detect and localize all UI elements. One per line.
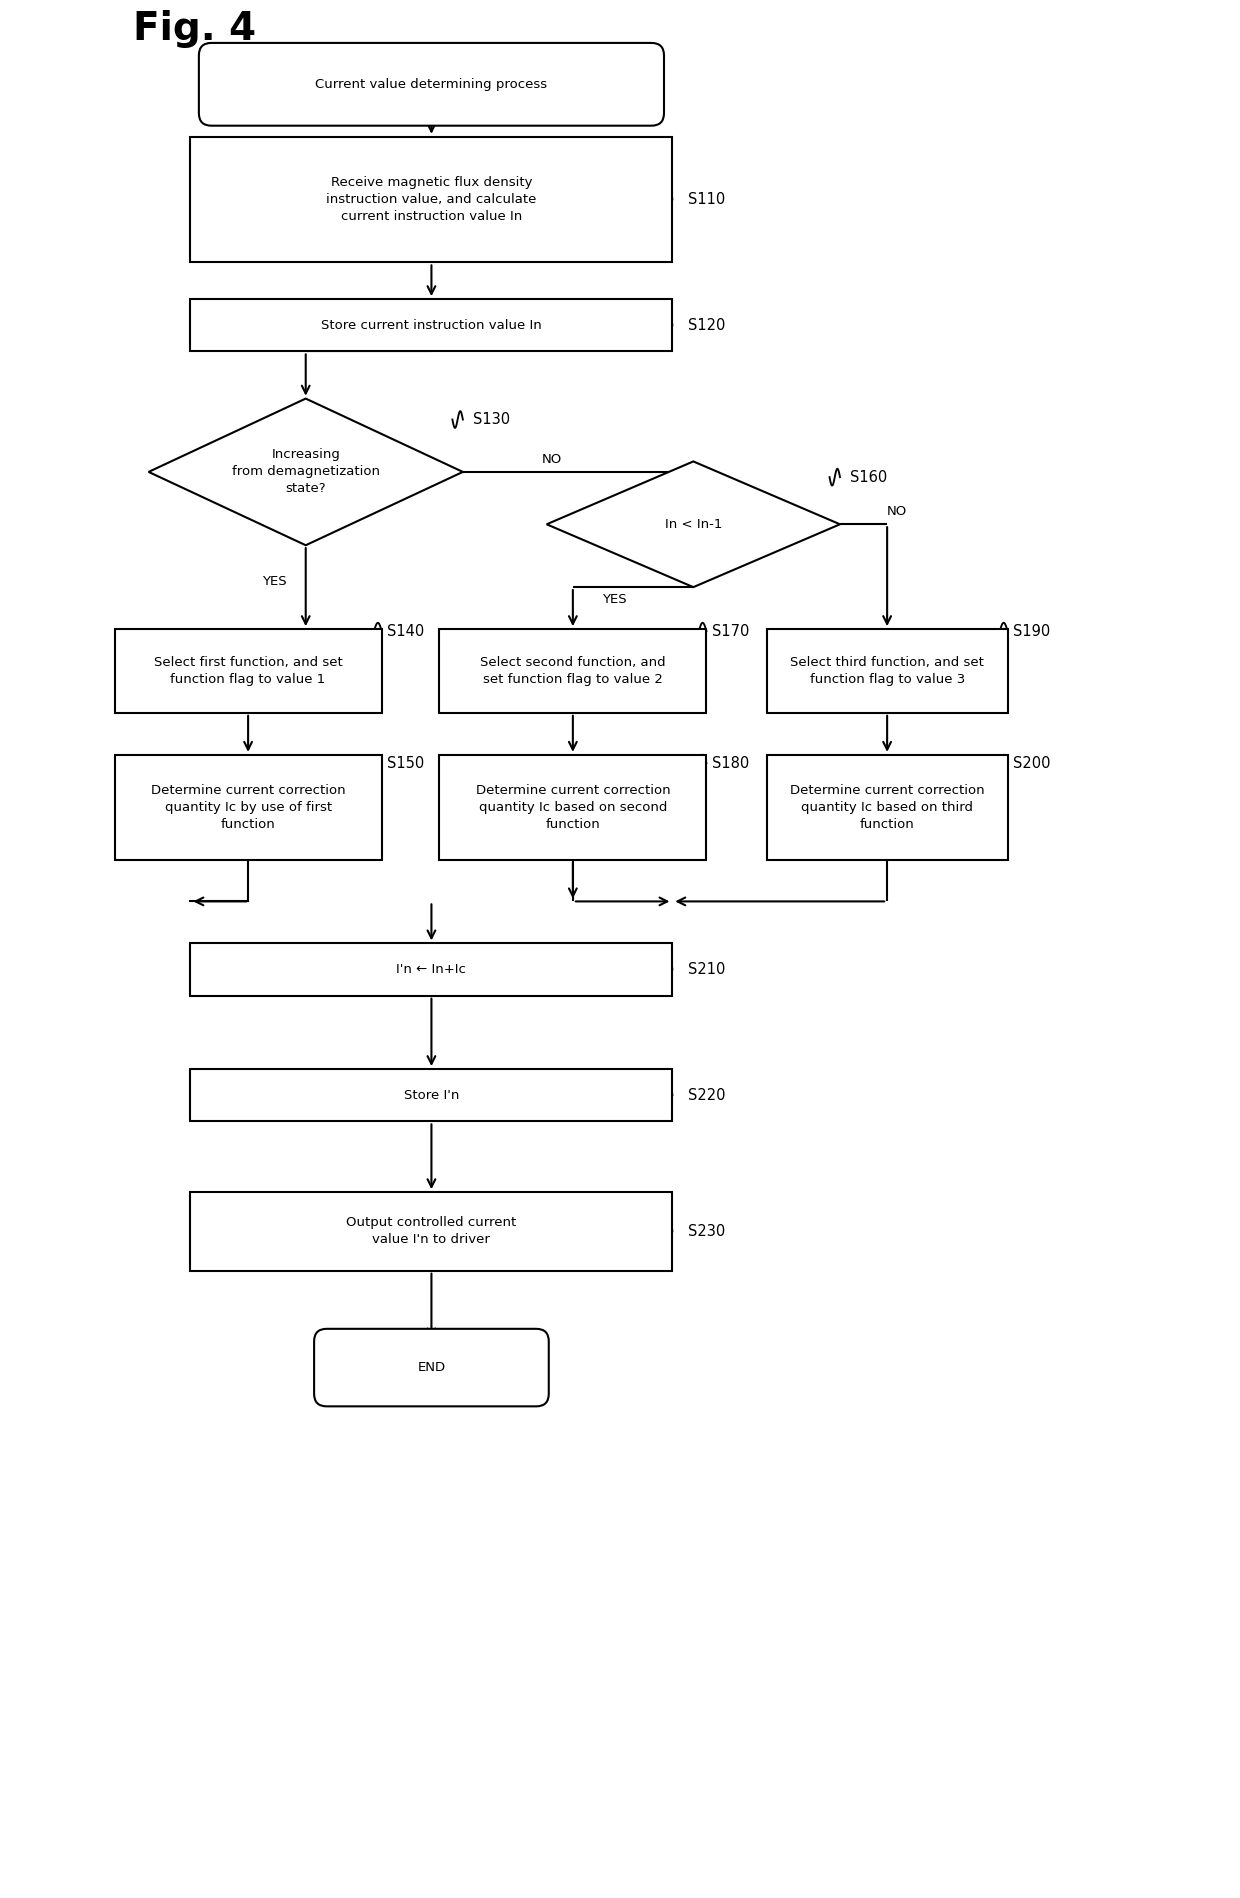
Polygon shape [149, 399, 463, 545]
Text: S130: S130 [474, 412, 511, 427]
Text: Fig. 4: Fig. 4 [133, 9, 255, 47]
Text: Determine current correction
quantity Ic based on third
function: Determine current correction quantity Ic… [790, 784, 985, 831]
Text: Determine current correction
quantity Ic by use of first
function: Determine current correction quantity Ic… [151, 784, 346, 831]
Text: S150: S150 [387, 755, 424, 771]
Text: S190: S190 [1013, 624, 1050, 638]
FancyBboxPatch shape [439, 755, 707, 860]
Text: In < In-1: In < In-1 [665, 518, 722, 531]
FancyBboxPatch shape [114, 755, 382, 860]
Text: Store current instruction value In: Store current instruction value In [321, 319, 542, 332]
FancyBboxPatch shape [191, 137, 672, 262]
Text: Select first function, and set
function flag to value 1: Select first function, and set function … [154, 657, 342, 685]
FancyBboxPatch shape [198, 44, 663, 125]
Text: NO: NO [542, 454, 562, 465]
Text: YES: YES [262, 575, 286, 588]
Text: Select second function, and
set function flag to value 2: Select second function, and set function… [480, 657, 666, 685]
FancyBboxPatch shape [766, 755, 1008, 860]
Text: S180: S180 [712, 755, 749, 771]
Text: Current value determining process: Current value determining process [315, 78, 548, 91]
Text: S220: S220 [688, 1088, 725, 1103]
Text: S210: S210 [688, 962, 725, 977]
FancyBboxPatch shape [191, 1069, 672, 1122]
Text: S230: S230 [688, 1224, 725, 1239]
Text: Output controlled current
value I'n to driver: Output controlled current value I'n to d… [346, 1217, 517, 1247]
FancyBboxPatch shape [314, 1329, 549, 1406]
Text: S140: S140 [387, 624, 424, 638]
Text: S110: S110 [688, 192, 725, 207]
FancyBboxPatch shape [191, 300, 672, 351]
Text: NO: NO [887, 505, 908, 518]
Text: S160: S160 [851, 469, 888, 484]
Text: Select third function, and set
function flag to value 3: Select third function, and set function … [790, 657, 985, 685]
Text: Increasing
from demagnetization
state?: Increasing from demagnetization state? [232, 448, 379, 495]
FancyBboxPatch shape [191, 1192, 672, 1270]
Text: S170: S170 [712, 624, 749, 638]
FancyBboxPatch shape [191, 943, 672, 996]
Text: S120: S120 [688, 317, 725, 332]
Text: Determine current correction
quantity Ic based on second
function: Determine current correction quantity Ic… [476, 784, 670, 831]
Text: END: END [418, 1361, 445, 1374]
Text: S200: S200 [1013, 755, 1050, 771]
Text: YES: YES [603, 594, 627, 605]
FancyBboxPatch shape [114, 628, 382, 714]
Text: Store I'n: Store I'n [404, 1089, 459, 1101]
FancyBboxPatch shape [766, 628, 1008, 714]
FancyBboxPatch shape [439, 628, 707, 714]
Text: Receive magnetic flux density
instruction value, and calculate
current instructi: Receive magnetic flux density instructio… [326, 177, 537, 224]
Text: I'n ← In+Ic: I'n ← In+Ic [397, 962, 466, 976]
Polygon shape [547, 461, 839, 586]
